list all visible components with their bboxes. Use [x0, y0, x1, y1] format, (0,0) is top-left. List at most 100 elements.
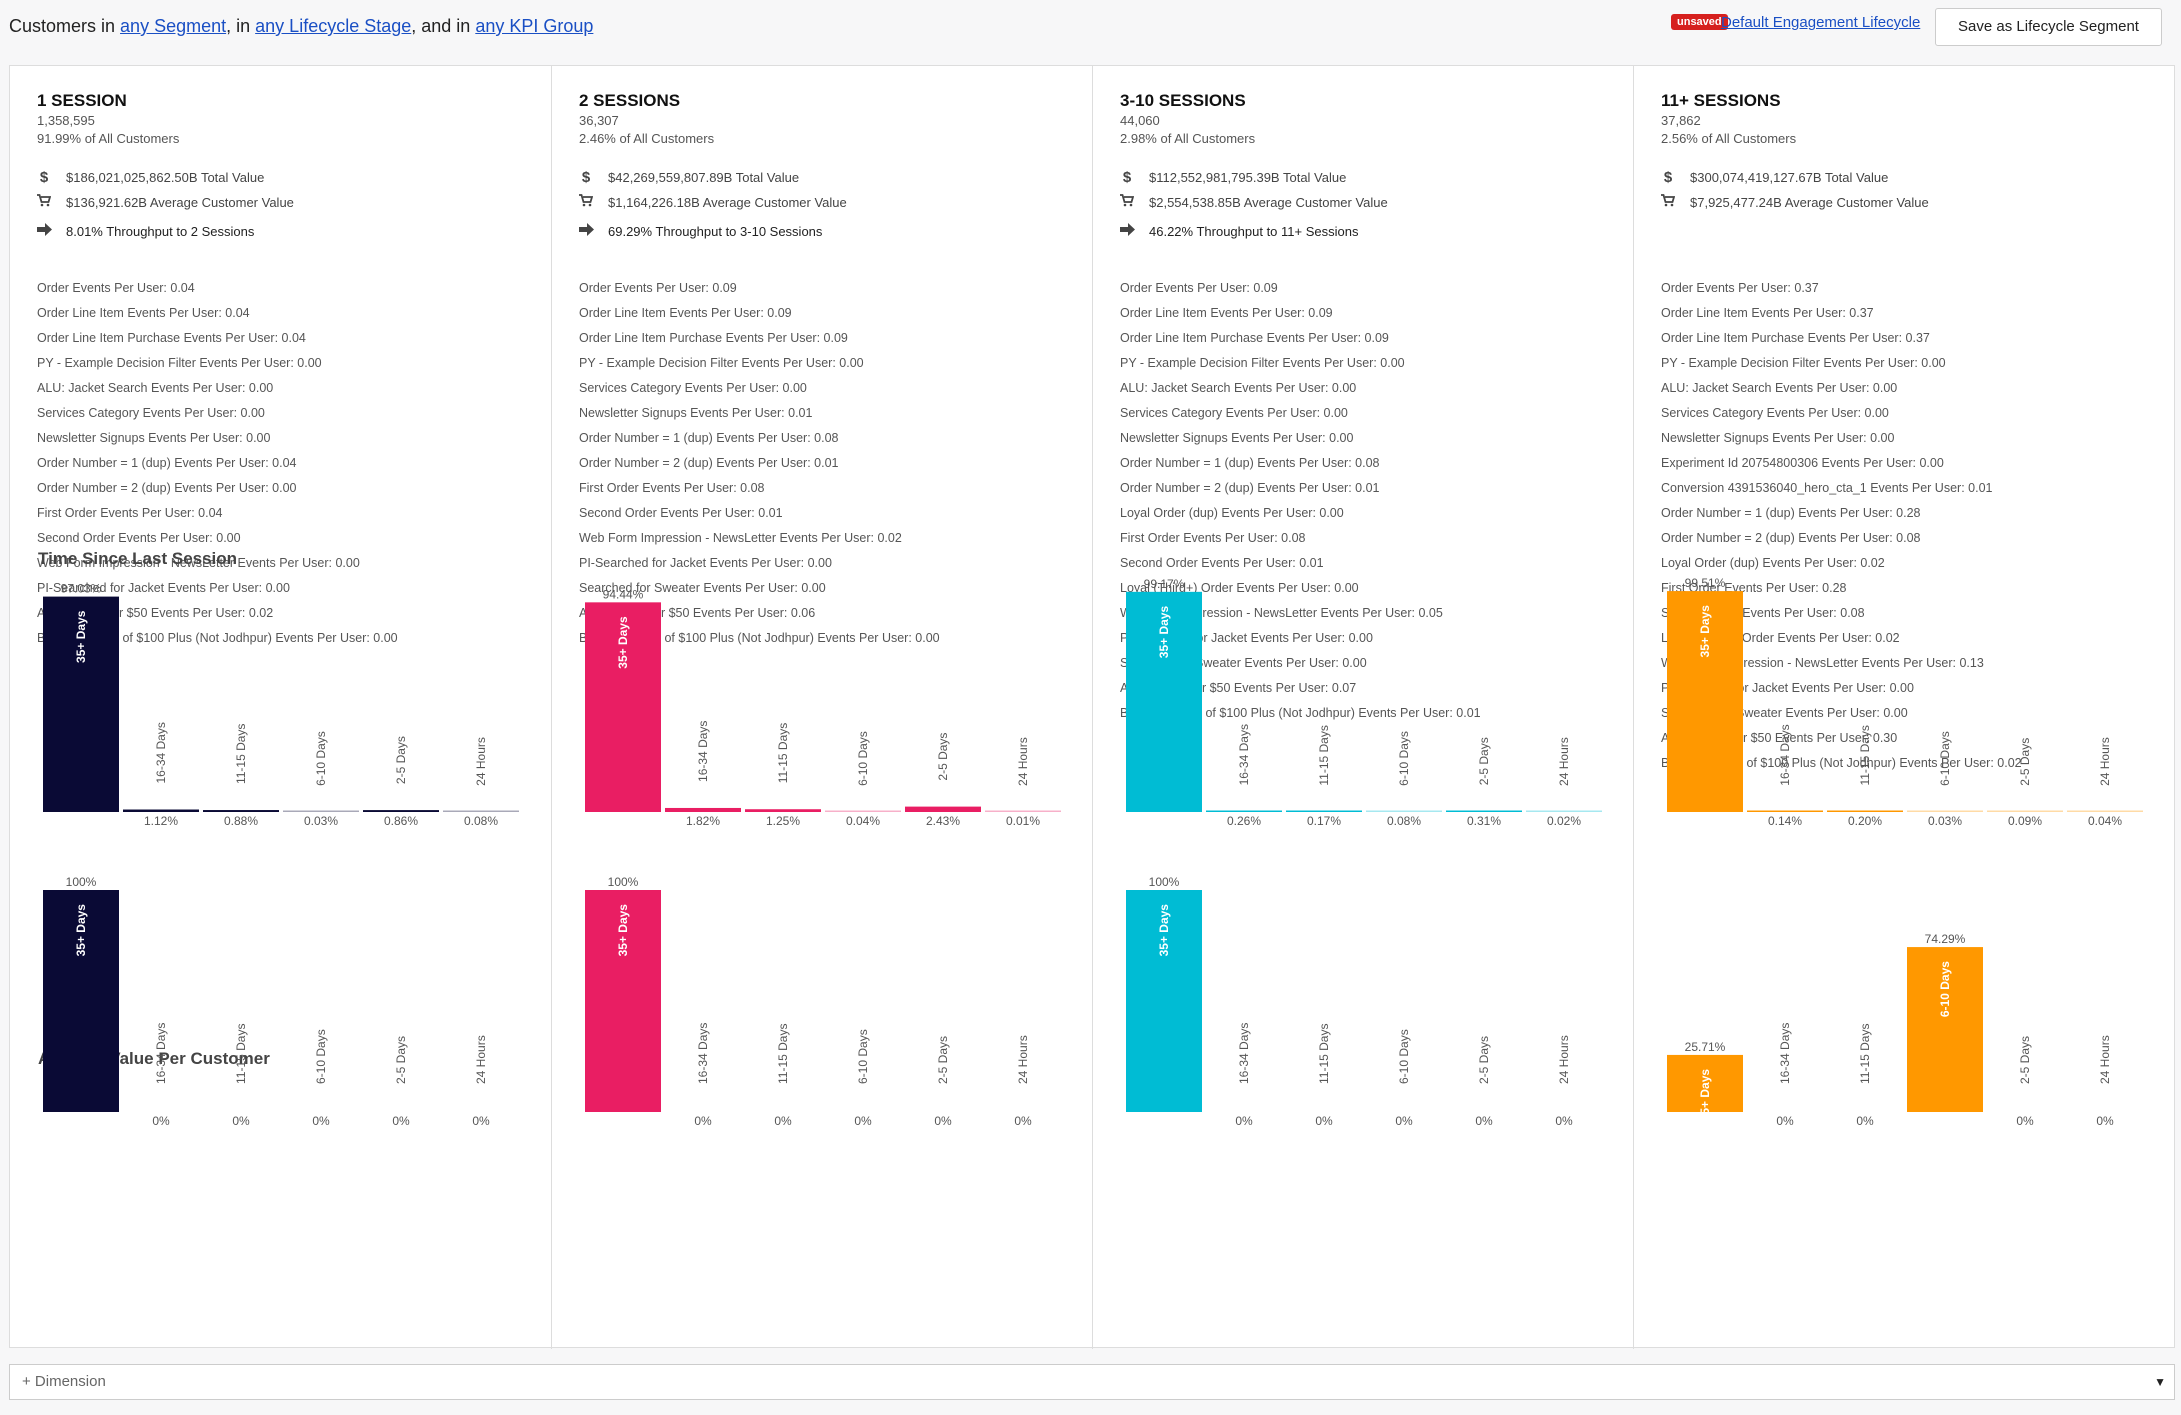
segment-link[interactable]: any Segment [120, 16, 227, 36]
bar-value-label: 94.44% [603, 587, 644, 601]
bar-value-label: 0% [1014, 1114, 1032, 1128]
bar-value-label: 0% [1315, 1114, 1333, 1128]
cart-icon [1120, 194, 1135, 211]
metric-item: Experiment Id 20754800306 Events Per Use… [1661, 456, 1944, 470]
bar-category-label: 6-10 Days [1397, 731, 1411, 786]
metric-item: Order Number = 1 (dup) Events Per User: … [37, 456, 297, 470]
bar-value-label: 0.02% [1547, 814, 1581, 828]
bar-value-label: 0.31% [1467, 814, 1501, 828]
metric-item: Boot Purchase of $100 Plus (Not Jodhpur)… [37, 631, 398, 645]
bar-value-label: 0.08% [464, 814, 498, 828]
total-value: $112,552,981,795.39B Total Value [1149, 170, 1347, 185]
total-value-stat: $ $112,552,981,795.39B Total Value [1120, 169, 1347, 186]
bar-value-label: 0.17% [1307, 814, 1341, 828]
metric-item: Newsletter Signups Events Per User: 0.00 [37, 431, 271, 445]
bar-value-label: 99.17% [1144, 577, 1185, 591]
bar-category-label: 2-5 Days [936, 1036, 950, 1084]
bar-category-label: 16-34 Days [1778, 724, 1792, 785]
bar-value-label: 1.82% [686, 814, 720, 828]
bar-value-label: 0% [1856, 1114, 1874, 1128]
bar-category-label: 2-5 Days [2018, 738, 2032, 786]
bar-value-label: 0.04% [2088, 814, 2122, 828]
cart-icon [1661, 194, 1676, 211]
bar [1126, 591, 1202, 812]
bar-value-label: 0% [1555, 1114, 1573, 1128]
bar-category-label: 35+ Days [1157, 904, 1171, 957]
bar-category-label: 2-5 Days [394, 1036, 408, 1084]
bar [43, 596, 119, 812]
bar-category-label: 35+ Days [74, 610, 88, 663]
bar-category-label: 2-5 Days [1477, 737, 1491, 785]
bar-value-label: 0.04% [846, 814, 880, 828]
metric-item: ALU: Jacket Search Events Per User: 0.00 [37, 381, 274, 395]
segment-percent: 91.99% of All Customers [37, 131, 180, 146]
segment-title: 11+ SESSIONS [1661, 91, 1781, 110]
metric-item: Web Form Impression - NewsLetter Events … [37, 556, 360, 570]
bar-value-label: 2.43% [926, 814, 960, 828]
bar-category-label: 24 Hours [474, 737, 488, 786]
bar [1987, 810, 2063, 812]
segment-count: 37,862 [1661, 113, 1701, 128]
metric-item: Services Category Events Per User: 0.00 [1661, 406, 1889, 420]
bar-category-label: 6-10 Days [314, 1029, 328, 1084]
metric-item: Order Line Item Purchase Events Per User… [1661, 331, 1930, 345]
lifecycle-link[interactable]: Default Engagement Lifecycle [1721, 14, 1921, 31]
metric-item: Order Events Per User: 0.04 [37, 281, 195, 295]
bar [985, 810, 1061, 812]
total-value: $186,021,025,862.50B Total Value [66, 170, 265, 185]
metric-item: Loyal Order (dup) Events Per User: 0.00 [1120, 506, 1344, 520]
bar-category-label: 35+ Days [616, 904, 630, 957]
bar-category-label: 11-15 Days [1317, 1024, 1331, 1084]
metric-item: Order Number = 2 (dup) Events Per User: … [37, 481, 297, 495]
kpi-group-link[interactable]: any KPI Group [475, 16, 594, 36]
bar-category-label: 24 Hours [2098, 737, 2112, 786]
metric-item: ALU: Jacket Search Events Per User: 0.00 [1661, 381, 1898, 395]
bar [1907, 810, 1983, 812]
save-lifecycle-segment-button[interactable]: Save as Lifecycle Segment [1935, 8, 2162, 46]
bar-category-label: 24 Hours [2098, 1035, 2112, 1084]
bar-category-label: 16-34 Days [696, 1023, 710, 1084]
segment-count: 1,358,595 [37, 113, 95, 128]
bar [123, 809, 199, 812]
metric-item: PY - Example Decision Filter Events Per … [579, 356, 864, 370]
metric-item: Services Category Events Per User: 0.00 [1120, 406, 1348, 420]
metric-item: Web Form Impression - NewsLetter Events … [579, 531, 902, 545]
bar-value-label: 100% [1149, 875, 1180, 889]
bar-category-label: 16-34 Days [154, 1023, 168, 1084]
bar-category-label: 35+ Days [1698, 605, 1712, 658]
time-since-chart: 99.51% 35+ Days 0.14% 16-34 Days 0.20% 11-15 … [1667, 576, 2143, 828]
bar-category-label: 11-15 Days [234, 724, 248, 784]
bar [1446, 810, 1522, 812]
bar [905, 806, 981, 812]
lifecycle-stage-link[interactable]: any Lifecycle Stage [255, 16, 412, 36]
metric-item: Order Line Item Events Per User: 0.37 [1661, 306, 1874, 320]
add-dimension-select[interactable]: + Dimension ▼ [9, 1364, 2175, 1400]
add-dimension-label: + Dimension [22, 1373, 106, 1390]
time-since-title: Time Since Last Session [38, 549, 238, 568]
metric-item: First Order Events Per User: 0.08 [1120, 531, 1306, 545]
bar [2067, 810, 2143, 812]
bar [1747, 810, 1823, 812]
metric-item: Boot Purchase of $100 Plus (Not Jodhpur)… [579, 631, 940, 645]
bar-value-label: 0.09% [2008, 814, 2042, 828]
bar [203, 810, 279, 812]
throughput-stat: 8.01% Throughput to 2 Sessions [37, 223, 254, 240]
dollar-icon: $ [1122, 169, 1132, 186]
bar [585, 890, 661, 1112]
segment-percent: 2.46% of All Customers [579, 131, 715, 146]
average-value: $1,164,226.18B Average Customer Value [608, 195, 847, 210]
bar-category-label: 6-10 Days [1397, 1029, 1411, 1084]
lifecycle-panel: 1 SESSION 1,358,595 91.99% of All Customer… [9, 65, 2175, 1349]
bar-category-label: 6-10 Days [1938, 961, 1952, 1017]
bar [665, 807, 741, 812]
bar-value-label: 1.25% [766, 814, 800, 828]
total-value-stat: $ $300,074,419,127.67B Total Value [1661, 169, 1888, 186]
metric-item: Order Events Per User: 0.09 [579, 281, 737, 295]
bar-category-label: 11-15 Days [776, 723, 790, 783]
metric-item: Second Order Events Per User: 0.01 [579, 506, 783, 520]
bar-category-label: 24 Hours [474, 1035, 488, 1084]
bar-value-label: 0.08% [1387, 814, 1421, 828]
bar-value-label: 100% [66, 875, 97, 889]
bar-value-label: 0% [472, 1114, 490, 1128]
bar-value-label: 0.86% [384, 814, 418, 828]
